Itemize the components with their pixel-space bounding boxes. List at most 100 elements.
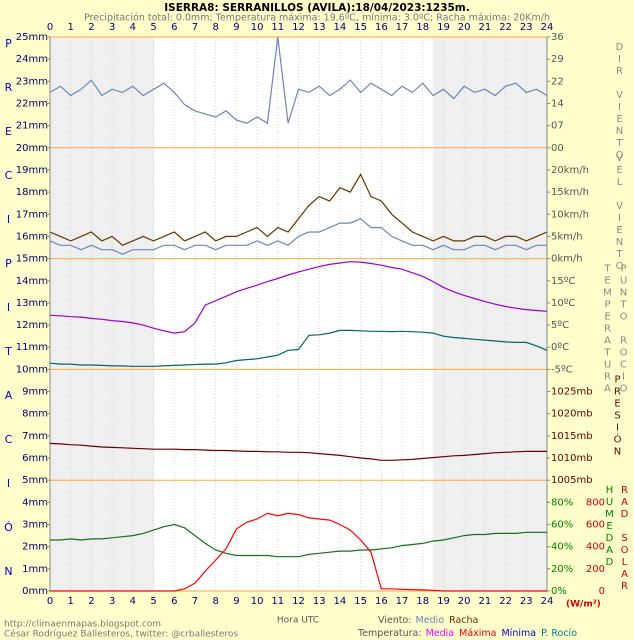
x-tick-label: 15 xyxy=(354,22,367,33)
x-tick-label: 6 xyxy=(171,22,177,33)
x-tick-label: 4 xyxy=(130,22,136,33)
x-tick-label: 3 xyxy=(109,596,115,607)
x-tick-label: 9 xyxy=(233,22,239,33)
y-tick-label: 4mm xyxy=(22,497,48,508)
chart-title: ISERRA8: SERRANILLOS (AVILA):18/04/2023:… xyxy=(164,2,470,14)
x-tick-label: 5 xyxy=(150,22,156,33)
x-tick-label: 22 xyxy=(499,22,512,33)
x-tick-label: 7 xyxy=(192,596,198,607)
x-tick-label: 12 xyxy=(292,22,305,33)
y2-tick-label: 15ºC xyxy=(551,276,575,287)
x-tick-label: 2 xyxy=(88,22,94,33)
y-tick-label: 8mm xyxy=(22,409,48,420)
y2-tick-label: 40% xyxy=(551,542,573,553)
y-tick-label: 13mm xyxy=(16,298,48,309)
y2-tick-label: 1025mb xyxy=(551,387,593,398)
legend: Temperatura: Media Máxima Mínima P. Rocío xyxy=(357,628,577,639)
y-tick-label: 17mm xyxy=(16,209,48,220)
footer: http://climaenmapas.blogspot.com xyxy=(4,620,161,630)
x-tick-label: 1 xyxy=(68,22,74,33)
y-tick-label: 11mm xyxy=(16,342,48,353)
y-tick-label: 23mm xyxy=(16,76,48,87)
x-tick-label: 23 xyxy=(520,596,533,607)
x-tick-label: 16 xyxy=(375,22,388,33)
legend-label: Viento: xyxy=(378,615,412,626)
x-tick-label: 11 xyxy=(271,596,284,607)
x-tick-label: 16 xyxy=(375,596,388,607)
y-tick-label: 16mm xyxy=(16,231,48,242)
y2-tick-label: 80% xyxy=(551,497,573,508)
y2-tick-label: 1020mb xyxy=(551,409,593,420)
series-line xyxy=(49,36,548,125)
y2-tick-label: 10km/h xyxy=(551,209,589,220)
y-tick-label: 2mm xyxy=(22,542,48,553)
y2-tick-label: 0 xyxy=(599,586,605,597)
y-tick-label: 25mm xyxy=(16,32,48,43)
panel-label: HUMEDAD xyxy=(604,485,615,569)
y-tick-label: 14mm xyxy=(16,276,48,287)
y2-tick-label: 14 xyxy=(551,98,564,109)
series-line xyxy=(50,512,547,592)
night-shade xyxy=(50,37,154,591)
y-tick-label: 19mm xyxy=(16,165,48,176)
legend-label: Temperatura: xyxy=(357,628,422,639)
x-tick-label: 17 xyxy=(396,596,409,607)
x-tick-label: 14 xyxy=(334,22,347,33)
y2-tick-label: 10ºC xyxy=(551,298,575,309)
x-tick-label: 8 xyxy=(212,596,218,607)
x-tick-label: 7 xyxy=(192,22,198,33)
y2-tick-label: 15km/h xyxy=(551,187,589,198)
x-tick-label: 2 xyxy=(88,596,94,607)
x-tick-label: 13 xyxy=(313,22,326,33)
x-tick-label: 15 xyxy=(354,596,367,607)
y2-tick-label: 07 xyxy=(551,121,564,132)
x-tick-label: 21 xyxy=(479,596,492,607)
unit-label: (W/m²) xyxy=(566,600,601,610)
y2-tick-label: 1015mb xyxy=(551,431,593,442)
x-tick-label: 23 xyxy=(520,22,533,33)
x-tick-label: 14 xyxy=(334,596,347,607)
legend-item: Media xyxy=(426,628,455,639)
x-tick-label: 22 xyxy=(499,596,512,607)
y-tick-label: 5mm xyxy=(22,475,48,486)
x-tick-label: 0 xyxy=(47,22,53,33)
series-line xyxy=(49,261,548,334)
x-tick-label: 18 xyxy=(416,22,429,33)
x-tick-label: 21 xyxy=(479,22,492,33)
legend-item: P. Rocío xyxy=(541,628,577,639)
x-tick-label: 8 xyxy=(212,22,218,33)
x-tick-label: 1 xyxy=(68,596,74,607)
series-line xyxy=(49,218,547,255)
series-line xyxy=(49,173,548,246)
y2-tick-label: 60% xyxy=(551,520,573,531)
y-tick-label: 15mm xyxy=(16,254,48,265)
x-tick-label: 4 xyxy=(130,596,136,607)
legend-item: Mínima xyxy=(501,628,536,639)
y2-tick-label: -5ºC xyxy=(551,364,573,375)
y-tick-label: 10mm xyxy=(16,364,48,375)
x-tick-label: 18 xyxy=(416,596,429,607)
x-tick-label: 0 xyxy=(47,596,53,607)
panel-label: VEL VIENTO xyxy=(614,153,625,273)
series-line xyxy=(50,523,547,558)
chart-subtitle: Precipitación total: 0.0mm; Temperatura … xyxy=(84,13,550,24)
x-tick-label: 10 xyxy=(251,22,264,33)
y2-tick-label: 5km/h xyxy=(551,231,583,242)
y2-tick-label: 29 xyxy=(551,54,564,65)
y2-tick-label: 0km/h xyxy=(551,254,583,265)
left-label: PRECIPITACIÓN xyxy=(2,37,15,609)
x-tick-label: 19 xyxy=(437,22,450,33)
x-axis-label: Hora UTC xyxy=(277,616,319,626)
x-tick-label: 20 xyxy=(458,596,471,607)
y2-tick-label: 0% xyxy=(551,586,567,597)
x-tick-label: 17 xyxy=(396,22,409,33)
x-tick-label: 9 xyxy=(233,596,239,607)
panel-label: PRESIÓN xyxy=(612,374,623,458)
night-shade xyxy=(433,37,547,591)
y-tick-label: 6mm xyxy=(22,453,48,464)
x-tick-label: 13 xyxy=(313,596,326,607)
x-tick-label: 12 xyxy=(292,596,305,607)
y-tick-label: 21mm xyxy=(16,121,48,132)
x-tick-label: 10 xyxy=(251,596,264,607)
series-line xyxy=(49,329,548,367)
